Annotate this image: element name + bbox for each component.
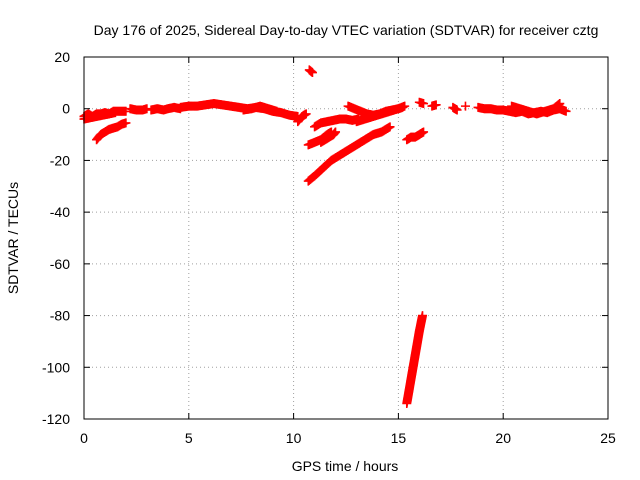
data-series	[310, 114, 364, 132]
y-tick-label: -80	[50, 308, 70, 324]
plot-frame	[83, 56, 609, 420]
x-tick-label: 25	[600, 430, 616, 446]
data-series	[460, 101, 470, 111]
data-point	[272, 106, 282, 116]
data-point	[110, 108, 120, 118]
x-tick-label: 20	[495, 430, 511, 446]
data-series	[303, 122, 395, 186]
data-point	[301, 109, 311, 119]
data-point	[452, 105, 462, 115]
data-point	[121, 118, 131, 128]
data-point	[460, 101, 470, 111]
data-point	[419, 99, 429, 109]
data-point	[400, 101, 410, 111]
data-point	[307, 68, 317, 78]
data-point	[431, 100, 441, 110]
data-point	[331, 127, 341, 137]
data-series	[304, 65, 317, 78]
x-axis-label: GPS time / hours	[292, 458, 399, 474]
data-series	[125, 104, 152, 115]
data-point	[419, 127, 429, 137]
data-point	[385, 122, 395, 132]
x-tick-label: 10	[286, 430, 302, 446]
data-series	[351, 101, 410, 127]
data-point	[555, 99, 565, 109]
data-series	[316, 127, 341, 147]
data-points	[79, 65, 571, 408]
y-tick-label: -60	[50, 256, 70, 272]
data-series	[92, 118, 131, 145]
y-tick-label: 20	[54, 49, 70, 65]
y-tick-label: -20	[50, 152, 70, 168]
data-series	[79, 108, 120, 124]
data-point	[561, 106, 571, 116]
data-series	[507, 99, 565, 119]
data-series	[427, 100, 441, 111]
data-series	[402, 127, 429, 145]
y-tick-label: 0	[62, 101, 70, 117]
x-tick-label: 15	[391, 430, 407, 446]
y-axis-label: SDTVAR / TECUs	[5, 182, 21, 294]
chart-title: Day 176 of 2025, Sidereal Day-to-day VTE…	[94, 22, 599, 38]
axis-ticks: 0 5 10 15 20 25 20 0 -20 -40 -60 -80 -100 -120	[42, 49, 616, 446]
data-series	[448, 102, 462, 115]
x-tick-label: 0	[80, 430, 88, 446]
data-series	[146, 102, 185, 115]
y-tick-label: -100	[42, 359, 70, 375]
y-tick-label: -120	[42, 411, 70, 427]
data-series	[293, 109, 311, 127]
data-point	[418, 311, 428, 321]
x-tick-label: 5	[185, 430, 193, 446]
data-series	[414, 97, 429, 109]
data-series	[402, 311, 428, 408]
y-tick-label: -40	[50, 204, 70, 220]
data-series	[238, 101, 282, 116]
